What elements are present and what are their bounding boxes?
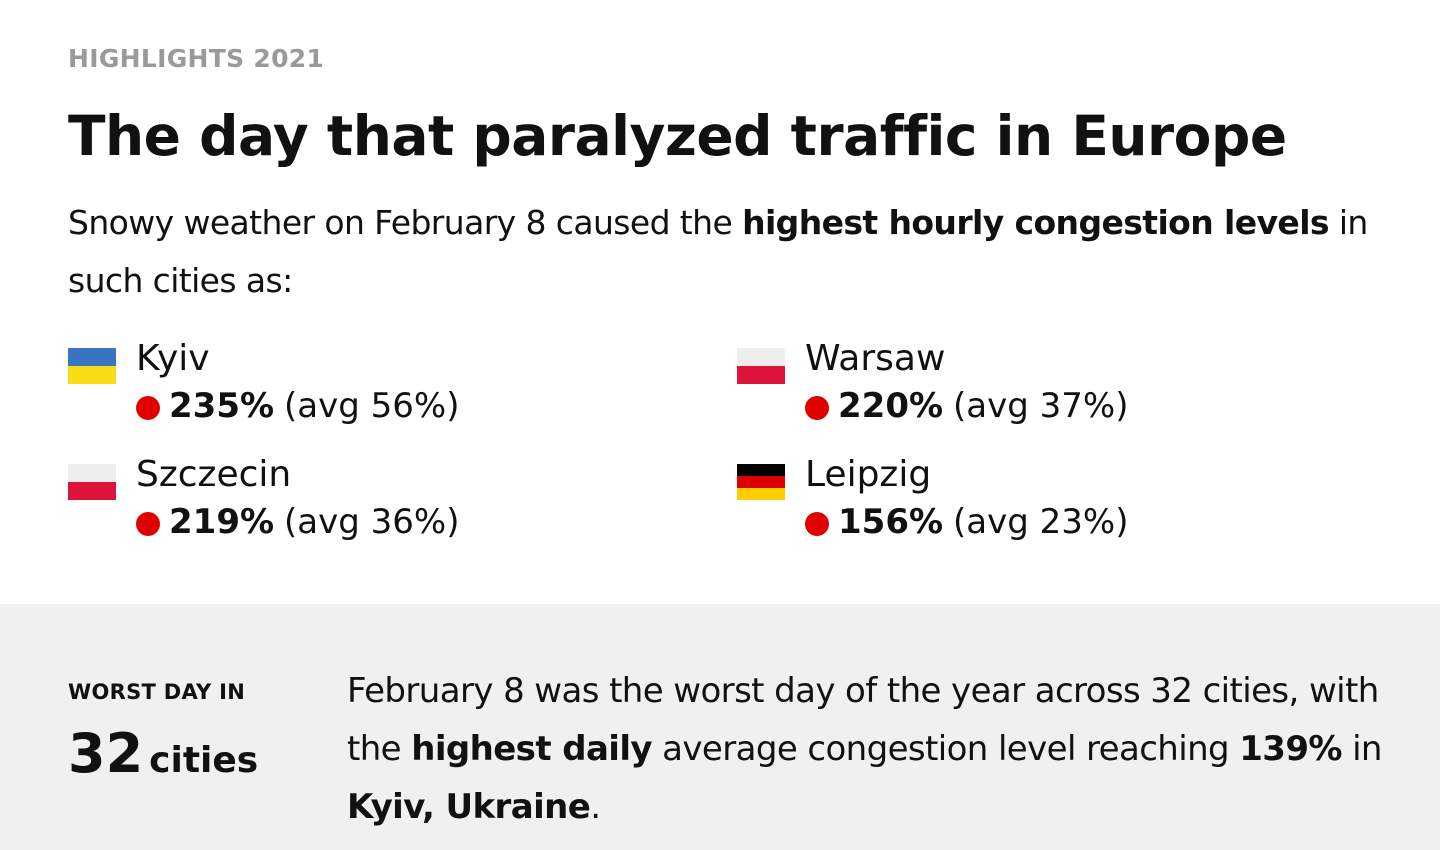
city-kyiv: Kyiv 235% (avg 56%) — [68, 338, 668, 438]
summary-emphasis: highest daily — [411, 729, 652, 769]
city-stat: 235% (avg 56%) — [136, 386, 460, 426]
flag-stripe-top — [737, 464, 785, 476]
average-congestion: (avg 37%) — [953, 386, 1129, 426]
section-eyebrow: HIGHLIGHTS 2021 — [68, 44, 325, 73]
worst-day-count: 32 cities — [68, 722, 258, 785]
summary-text: average congestion level reaching — [651, 729, 1240, 769]
city-name: Kyiv — [136, 338, 210, 379]
poland-flag-icon — [68, 464, 116, 500]
worst-day-number: 32 — [68, 722, 144, 785]
summary-emphasis: Kyiv, Ukraine — [347, 787, 591, 827]
city-stat: 156% (avg 23%) — [805, 502, 1129, 542]
highlights-section: HIGHLIGHTS 2021 The day that paralyzed t… — [68, 44, 1398, 554]
flag-stripe-bottom — [737, 488, 785, 500]
germany-flag-icon — [737, 464, 785, 500]
summary-text: February 8 was the worst day of the year… — [347, 671, 1379, 769]
flag-stripe-bottom — [68, 482, 116, 500]
city-leipzig: Leipzig 156% (avg 23%) — [737, 454, 1337, 554]
city-warsaw: Warsaw 220% (avg 37%) — [737, 338, 1337, 438]
ukraine-flag-icon — [68, 348, 116, 384]
peak-congestion: 235% — [169, 386, 275, 426]
peak-congestion: 156% — [838, 502, 944, 542]
summary-emphasis: 139% — [1239, 729, 1342, 769]
worst-day-summary: February 8 was the worst day of the year… — [347, 662, 1387, 836]
average-congestion: (avg 56%) — [284, 386, 460, 426]
flag-stripe-top — [737, 348, 785, 366]
intro-text-end: in such cities as: — [68, 203, 1368, 300]
worst-day-label: WORST DAY IN — [68, 680, 246, 704]
page-title: The day that paralyzed traffic in Europe — [68, 104, 1287, 168]
average-congestion: (avg 23%) — [953, 502, 1129, 542]
red-dot-icon — [805, 512, 829, 536]
red-dot-icon — [136, 512, 160, 536]
intro-text: Snowy weather on February 8 caused the h… — [68, 194, 1398, 310]
peak-congestion: 219% — [169, 502, 275, 542]
worst-day-panel: WORST DAY IN 32 cities February 8 was the… — [0, 604, 1440, 850]
worst-day-unit: cities — [149, 740, 259, 781]
city-szczecin: Szczecin 219% (avg 36%) — [68, 454, 668, 554]
intro-emphasis: highest hourly congestion levels — [742, 203, 1330, 242]
summary-text: in — [1341, 729, 1382, 769]
poland-flag-icon — [737, 348, 785, 384]
city-name: Warsaw — [805, 338, 946, 379]
city-stat: 219% (avg 36%) — [136, 502, 460, 542]
flag-stripe-bottom — [737, 366, 785, 384]
flag-stripe-middle — [737, 476, 785, 488]
flag-stripe-bottom — [68, 366, 116, 384]
summary-text: . — [590, 787, 601, 827]
average-congestion: (avg 36%) — [284, 502, 460, 542]
flag-stripe-top — [68, 348, 116, 366]
flag-stripe-top — [68, 464, 116, 482]
peak-congestion: 220% — [838, 386, 944, 426]
city-name: Szczecin — [136, 454, 292, 495]
intro-text-start: Snowy weather on February 8 caused the — [68, 203, 743, 242]
red-dot-icon — [136, 396, 160, 420]
red-dot-icon — [805, 396, 829, 420]
city-stat: 220% (avg 37%) — [805, 386, 1129, 426]
city-name: Leipzig — [805, 454, 932, 495]
